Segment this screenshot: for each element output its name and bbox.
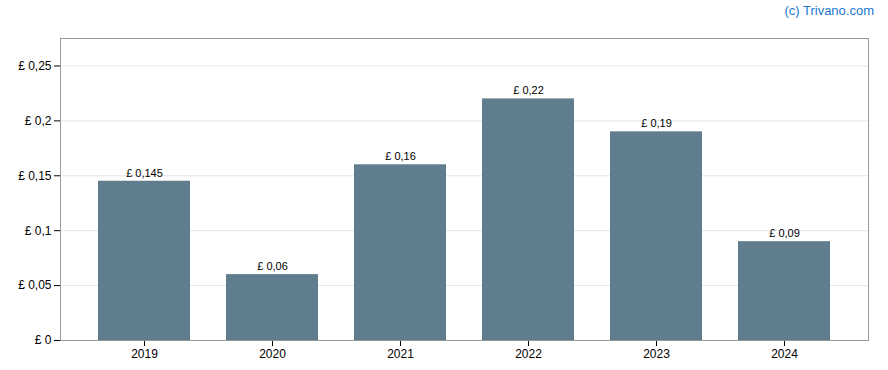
svg-text:£ 0,1: £ 0,1 (25, 224, 52, 238)
svg-text:£ 0,25: £ 0,25 (18, 59, 52, 73)
svg-text:£ 0,2: £ 0,2 (25, 114, 52, 128)
svg-text:£ 0,09: £ 0,09 (769, 227, 800, 239)
svg-text:£ 0,06: £ 0,06 (257, 260, 288, 272)
svg-text:£ 0,15: £ 0,15 (18, 169, 52, 183)
svg-text:£ 0,145: £ 0,145 (126, 167, 163, 179)
svg-text:2019: 2019 (131, 347, 158, 361)
svg-text:£ 0: £ 0 (35, 333, 52, 347)
svg-text:£ 0,16: £ 0,16 (385, 150, 416, 162)
svg-text:£ 0,05: £ 0,05 (18, 278, 52, 292)
svg-text:2023: 2023 (643, 347, 670, 361)
svg-text:2020: 2020 (259, 347, 286, 361)
svg-text:2024: 2024 (771, 347, 798, 361)
svg-text:£ 0,19: £ 0,19 (641, 117, 672, 129)
svg-text:2022: 2022 (515, 347, 542, 361)
html-text:(c) Trivano.com: (c) Trivano.com (784, 3, 874, 18)
svg-text:£ 0,22: £ 0,22 (513, 84, 544, 96)
svg-text:2021: 2021 (387, 347, 414, 361)
